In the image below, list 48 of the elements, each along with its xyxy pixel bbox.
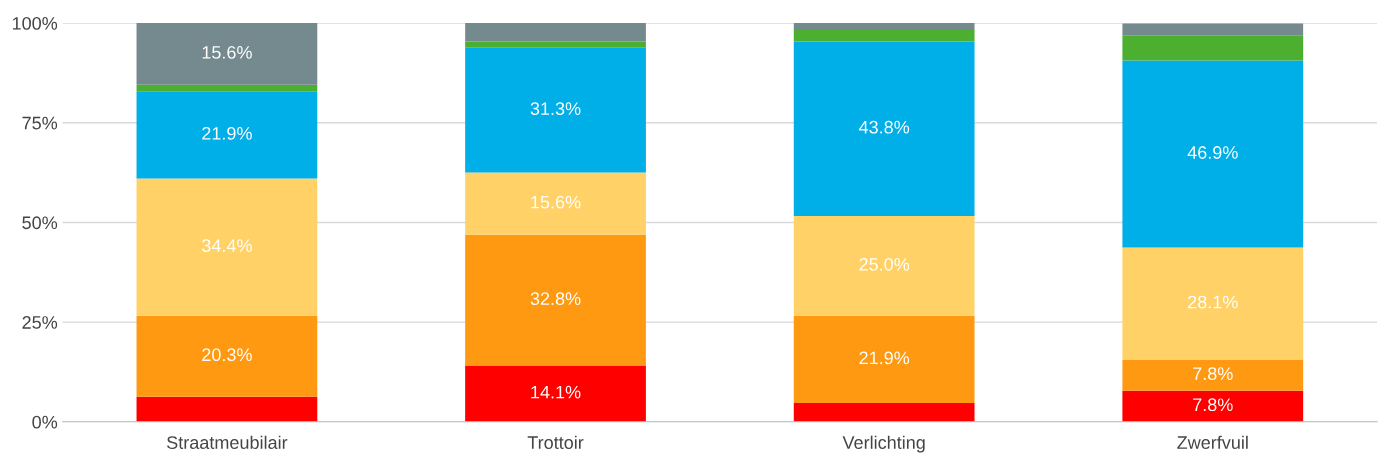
bar xyxy=(793,23,975,30)
bar xyxy=(1122,60,1304,248)
bar xyxy=(136,91,318,179)
x-tick-label: Straatmeubilair xyxy=(167,435,288,449)
bar xyxy=(1122,359,1304,391)
bar xyxy=(793,216,975,316)
bar xyxy=(465,172,646,235)
data-label: 15.6% xyxy=(202,46,252,59)
bar xyxy=(1122,23,1304,36)
data-label: 7.8% xyxy=(1193,367,1233,381)
y-tick-label: 50% xyxy=(22,216,58,230)
x-tick-label: Verlichting xyxy=(842,435,925,453)
data-label: 21.9% xyxy=(202,126,252,140)
data-label: 32.8% xyxy=(530,292,581,306)
bar xyxy=(1122,247,1304,360)
bar xyxy=(793,315,975,404)
data-label: 14.1% xyxy=(531,385,581,399)
data-label: 15.6% xyxy=(531,195,581,209)
data-label: 31.3% xyxy=(530,102,581,116)
bar xyxy=(793,29,975,42)
data-label: 43.8% xyxy=(858,120,910,134)
bar xyxy=(465,47,646,173)
bar xyxy=(136,396,318,422)
y-tick-label: 100% xyxy=(12,16,58,30)
y-tick-label: 0% xyxy=(32,415,58,429)
data-label: 25.0% xyxy=(859,257,910,271)
bar xyxy=(465,234,646,366)
data-label: 20.3% xyxy=(202,348,252,362)
data-label: 34.4% xyxy=(202,239,252,252)
bar xyxy=(136,23,318,85)
bar xyxy=(1122,35,1304,61)
bar xyxy=(465,365,646,422)
bar xyxy=(136,178,318,316)
bar xyxy=(465,41,646,48)
y-tick-label: 75% xyxy=(22,116,58,130)
x-tick-label: Zwerfvuil xyxy=(1177,435,1248,449)
x-tick-label: Trottoir xyxy=(527,435,584,449)
data-label: 28.1% xyxy=(1188,295,1238,309)
data-label: 7.8% xyxy=(1193,398,1233,412)
bar xyxy=(465,23,646,42)
bar xyxy=(136,315,318,397)
bar xyxy=(793,403,975,422)
bar xyxy=(793,41,975,217)
bar xyxy=(136,84,318,92)
data-label: 46.9% xyxy=(1187,146,1238,159)
data-label: 21.9% xyxy=(859,351,910,365)
y-tick-label: 25% xyxy=(22,316,58,329)
bar xyxy=(1122,390,1304,422)
